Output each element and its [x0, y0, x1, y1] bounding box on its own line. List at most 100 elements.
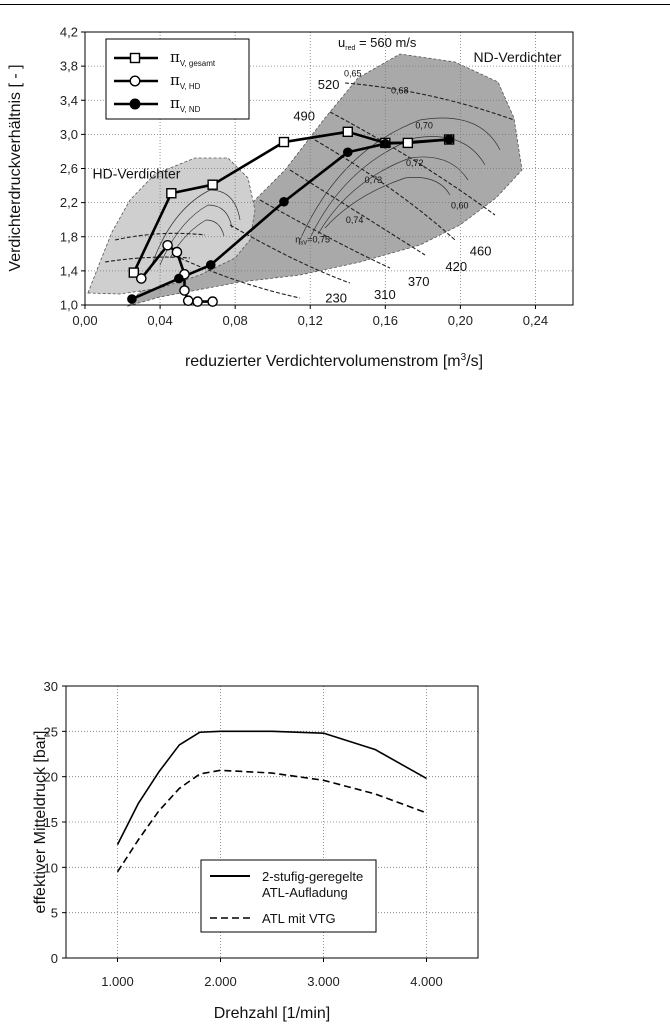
- legend-pi-symbol: π: [170, 71, 180, 89]
- y-tick-label: 20: [44, 770, 58, 785]
- x-tick-label: 0,24: [523, 313, 548, 328]
- speed-line: [329, 111, 496, 216]
- data-point-filled-circle: [127, 294, 137, 304]
- x-tick-label: 0,04: [147, 313, 172, 328]
- y-tick-label: 1,4: [60, 263, 78, 278]
- data-point-open-circle: [179, 285, 190, 296]
- x-tick-label: 1.000: [101, 974, 134, 989]
- bottom-chart-y-axis-label: effektiver Mitteldruck [bar]: [32, 731, 49, 914]
- efficiency-contour: [317, 156, 469, 235]
- speed-symbol: u: [338, 35, 345, 50]
- x-tick-label: 0,16: [373, 313, 398, 328]
- bottom-chart-y-ticks: 0 5 10 15 20 25 30: [44, 679, 66, 966]
- y-tick-label: 1,8: [60, 229, 78, 244]
- top-chart-x-ticks: 0,00 0,04 0,08 0,12 0,16 0,20 0,24: [72, 305, 548, 328]
- y-tick-label: 25: [44, 724, 58, 739]
- efficiency-label: 0,72: [406, 158, 424, 168]
- top-chart-x-axis-label: reduzierter Verdichtervolumenstrom [m3/s…: [185, 352, 483, 370]
- speed-line: [179, 257, 301, 299]
- bottom-chart-legend: 2-stufig-geregelte ATL-Aufladung ATL mit…: [200, 859, 377, 933]
- y-tick-label: 30: [44, 679, 58, 694]
- bmep-chart: 1.000 2.000 3.000 4.000 0 5 10 15 20 25 30 2-stuf…: [32, 679, 479, 1022]
- legend-pi-symbol: π: [170, 94, 180, 112]
- data-point-square: [166, 188, 177, 199]
- data-point-square: [342, 126, 353, 138]
- efficiency-labels: 0,65 0,68 0,70 0,72 0,73 0,74 0,60: [344, 68, 469, 225]
- legend-square-marker: [129, 52, 141, 64]
- x-tick-label: 0,12: [298, 313, 323, 328]
- data-point-square: [402, 137, 414, 149]
- y-tick-label: 3,8: [60, 59, 78, 74]
- speed-line: [104, 256, 191, 263]
- x-tick-label: 3.000: [307, 974, 340, 989]
- efficiency-contour: [149, 189, 241, 271]
- efficiency-label: 0,70: [415, 120, 433, 130]
- nd-compressor-label: ND-Verdichter: [474, 49, 562, 65]
- x-tick-label: 2.000: [204, 974, 237, 989]
- data-point-open-circle: [171, 246, 183, 258]
- data-point-filled-circle: [342, 147, 353, 158]
- y-tick-label: 0: [51, 951, 58, 966]
- top-chart-y-ticks: 1,0 1,4 1,8 2,2 2,6 3,0 3,4 3,8 4,2: [60, 25, 85, 313]
- y-tick-label: 3,4: [60, 93, 78, 108]
- legend-subscript: V, ND: [180, 105, 201, 114]
- speed-label: 230: [325, 290, 347, 305]
- x-label-superscript: 3: [461, 352, 467, 363]
- y-tick-label: 1,0: [60, 298, 78, 313]
- eta-subscript: sV: [300, 241, 307, 247]
- data-point-open-circle: [182, 295, 194, 307]
- data-point-open-circle: [192, 296, 203, 307]
- data-point-open-circle: [162, 239, 173, 251]
- speed-line: [289, 169, 426, 256]
- efficiency-label: 0,68: [391, 85, 409, 95]
- hd-compressor-map-region: [87, 157, 256, 295]
- data-point-square: [207, 179, 218, 190]
- y-tick-label: 2,2: [60, 195, 78, 210]
- top-chart-legend: πV, gesamt πV, HD πV, ND: [105, 38, 250, 120]
- speed-line: [314, 139, 456, 241]
- speed-label: 420: [445, 259, 467, 274]
- legend-item-hd: πV, HD: [114, 71, 201, 91]
- y-tick-label: 5: [51, 906, 58, 921]
- y-tick-label: 10: [44, 860, 58, 875]
- legend-label-hd: πV, HD: [170, 71, 201, 91]
- bottom-chart-x-ticks: 1.000 2.000 3.000 4.000: [101, 958, 443, 989]
- legend-label-2stufig-line2: ATL-Aufladung: [262, 885, 348, 900]
- speed-header-label: ured = 560 m/s: [338, 35, 417, 52]
- data-point-open-circle: [136, 273, 147, 284]
- efficiency-contour: [169, 219, 225, 259]
- efficiency-contour: [324, 177, 451, 229]
- data-point-filled-circle: [444, 134, 454, 145]
- series-2stufig-line: [116, 730, 427, 846]
- legend-item-gesamt: πV, gesamt: [114, 48, 216, 68]
- top-chart-annotations: HD-Verdichter ND-Verdichter ured = 560 m…: [93, 35, 562, 305]
- legend-item-nd: πV, ND: [114, 94, 201, 114]
- x-tick-label: 0,08: [222, 313, 247, 328]
- bottom-chart-series: [116, 730, 427, 873]
- x-label-part-b: /s]: [466, 353, 483, 370]
- data-point-filled-circle: [205, 260, 216, 270]
- legend-pi-symbol: π: [170, 48, 180, 66]
- data-point-filled-circle: [380, 138, 391, 149]
- compressor-map-chart: 0,00 0,04 0,08 0,12 0,16 0,20 0,24 1,0 1,4 1,8 2,…: [7, 25, 574, 370]
- eta-value: =0,75: [307, 235, 330, 245]
- efficiency-label: 0,74: [346, 215, 364, 225]
- data-point-square: [278, 136, 290, 148]
- bottom-chart-x-axis-label: Drehzahl [1/min]: [214, 1005, 331, 1022]
- speed-label: 520: [318, 77, 340, 92]
- x-label-part-a: reduzierter Verdichtervolumenstrom [m: [185, 353, 461, 370]
- speed-label: 370: [408, 274, 430, 289]
- top-chart-series: [127, 126, 455, 307]
- data-point-filled-circle: [279, 196, 289, 207]
- speed-line: [344, 82, 515, 121]
- top-chart-speed-lines: [104, 82, 515, 299]
- legend-open-circle-marker: [129, 75, 141, 87]
- series-vtg-line: [116, 769, 427, 873]
- legend-subscript: V, HD: [180, 82, 201, 91]
- y-tick-label: 3,0: [60, 127, 78, 142]
- top-chart-y-axis-label: Verdichterdruckverhältnis [ - ]: [7, 64, 24, 271]
- y-tick-label: 4,2: [60, 25, 78, 40]
- y-tick-label: 2,6: [60, 161, 78, 176]
